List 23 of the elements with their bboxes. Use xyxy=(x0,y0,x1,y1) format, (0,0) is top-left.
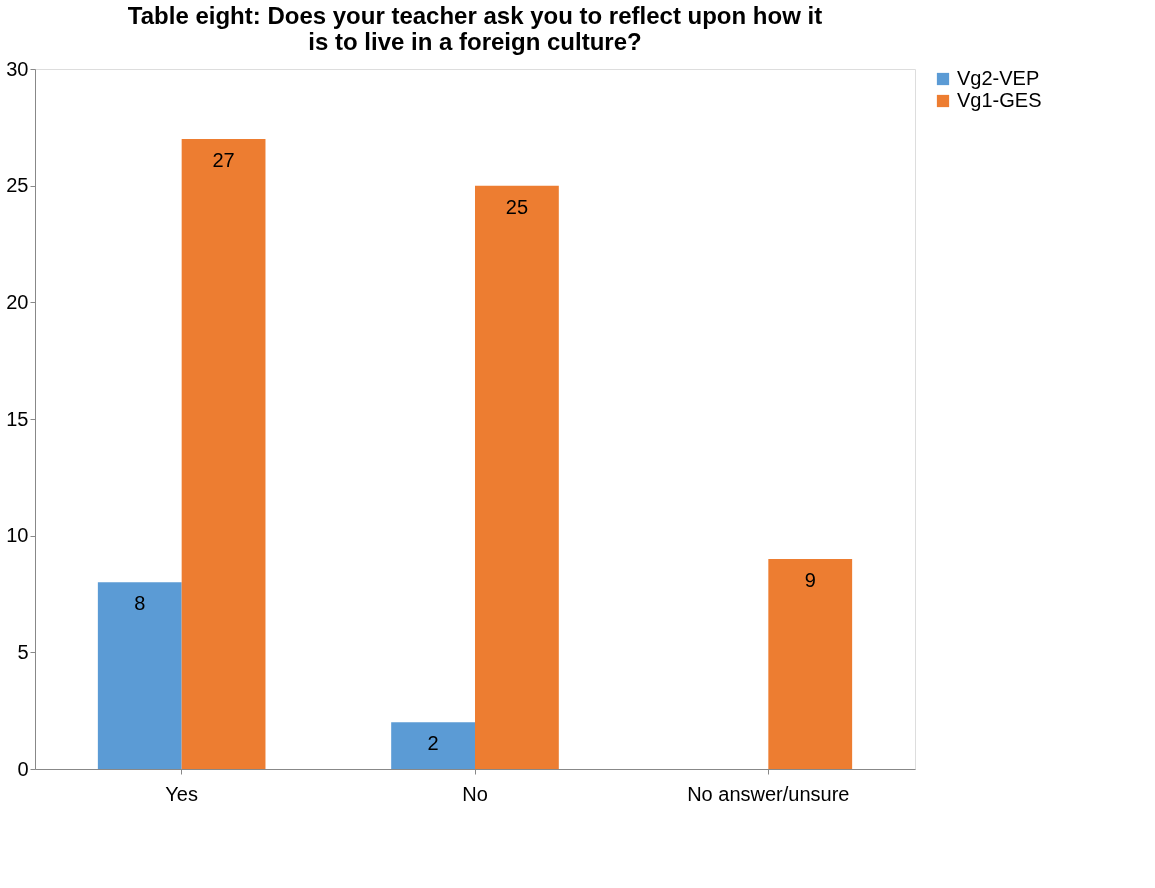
bar xyxy=(97,582,182,769)
data-label: 2 xyxy=(427,732,439,755)
data-label: 27 xyxy=(212,149,235,171)
y-tick-label: 0 xyxy=(17,757,29,780)
chart-title: Table eight: Does your teacher ask you to reflect upon how it is to live in a foreign culture? xyxy=(127,2,823,55)
y-tick-label: 15 xyxy=(6,407,29,430)
data-label: 25 xyxy=(505,195,529,218)
y-tick-label: 5 xyxy=(17,640,29,663)
bar xyxy=(391,722,475,769)
y-tick-label: 25 xyxy=(6,174,29,197)
bar xyxy=(181,139,266,769)
y-tick-label: 30 xyxy=(6,57,29,80)
legend-label: Vg1-GES xyxy=(957,89,1042,111)
data-label: 8 xyxy=(134,592,146,615)
bar xyxy=(475,185,559,769)
y-tick-label: 10 xyxy=(6,524,29,547)
x-tick-label: No answer/unsure xyxy=(687,782,850,805)
legend-label: Vg2-VEP xyxy=(957,67,1040,89)
x-tick-label: Yes xyxy=(165,782,198,805)
bar xyxy=(768,559,853,769)
x-tick-label: No xyxy=(462,782,488,805)
data-label: 9 xyxy=(804,569,816,591)
y-tick-label: 20 xyxy=(6,290,29,313)
